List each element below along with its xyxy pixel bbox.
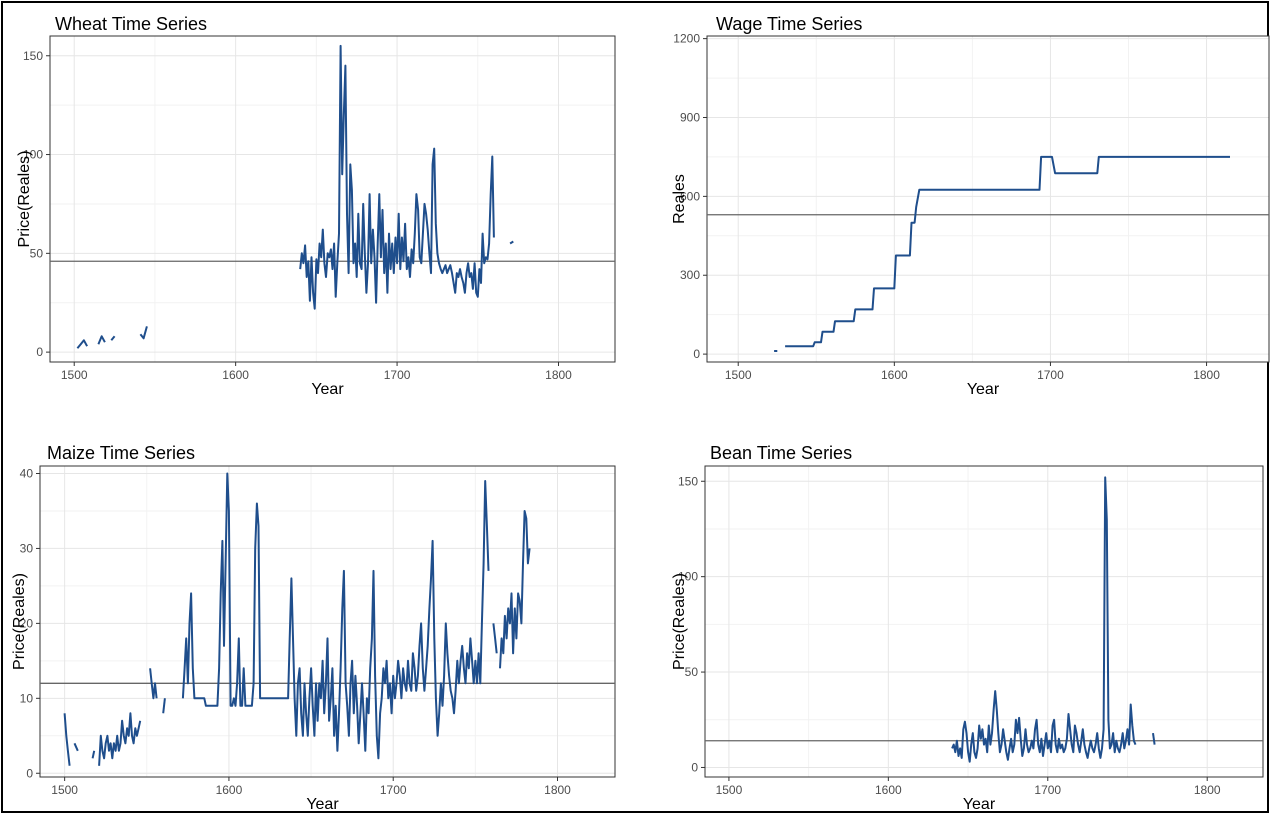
series-line — [509, 240, 514, 245]
y-axis-label: Price(Reales) — [671, 573, 688, 670]
x-tick-label: 1600 — [216, 783, 243, 797]
series-line — [98, 712, 142, 766]
y-tick-label: 10 — [20, 691, 34, 705]
series-line — [1152, 732, 1156, 745]
plot-border — [39, 465, 616, 778]
y-tick-label: 0 — [691, 760, 698, 774]
series-line — [162, 698, 166, 714]
series-line — [110, 335, 116, 341]
series-line — [181, 472, 490, 760]
plot-border — [49, 35, 616, 363]
x-axis-label: Year — [967, 381, 1000, 398]
x-tick-label: 1600 — [875, 783, 902, 797]
plot-background — [40, 466, 615, 777]
series-line — [73, 742, 79, 752]
x-axis-label: Year — [306, 796, 339, 813]
x-tick-label: 1800 — [544, 783, 571, 797]
panel-maize: 1500 1600 1700 1800 0 10 20 30 40 Maize Time Seri… — [11, 443, 616, 813]
series-line — [149, 668, 158, 700]
y-tick-label: 150 — [23, 49, 43, 63]
panel-wheat: 1500 1600 1700 1800 0 50 100 150 Wheat Time Seri… — [16, 14, 616, 398]
y-tick-label: 600 — [680, 189, 700, 203]
x-tick-label: 1600 — [222, 368, 249, 382]
x-axis-label: Year — [963, 796, 996, 813]
chart-title: Wage Time Series — [716, 14, 862, 34]
x-tick-label: 1500 — [716, 783, 743, 797]
x-tick-label: 1800 — [1193, 368, 1220, 382]
plot-background — [50, 36, 615, 362]
y-tick-label: 0 — [26, 766, 33, 780]
x-tick-label: 1800 — [545, 368, 572, 382]
series-line — [139, 326, 148, 340]
series-line — [499, 510, 531, 669]
plot-background — [707, 36, 1269, 362]
series-line — [492, 623, 498, 654]
chart-title: Wheat Time Series — [55, 14, 207, 34]
x-tick-label: 1800 — [1194, 783, 1221, 797]
series-line — [91, 750, 96, 759]
chart-title: Maize Time Series — [47, 443, 195, 463]
chart-title: Bean Time Series — [710, 443, 852, 463]
series-line — [299, 44, 495, 310]
y-axis-label: Price(Reales) — [11, 573, 28, 670]
x-axis-label: Year — [311, 381, 344, 398]
series-line — [76, 339, 88, 349]
x-tick-label: 1500 — [51, 783, 78, 797]
y-tick-label: 100 — [678, 570, 698, 584]
x-tick-label: 1500 — [61, 368, 88, 382]
series-line — [97, 335, 106, 345]
x-tick-label: 1700 — [380, 783, 407, 797]
series-line — [785, 155, 1230, 348]
y-tick-label: 1200 — [673, 32, 700, 46]
series-line — [951, 476, 1137, 763]
y-tick-label: 150 — [678, 474, 698, 488]
y-tick-label: 0 — [36, 345, 43, 359]
y-tick-label: 40 — [20, 466, 34, 480]
y-tick-label: 50 — [30, 246, 44, 260]
y-tick-label: 50 — [685, 665, 699, 679]
y-axis-label: Reales — [671, 174, 688, 224]
panel-bean: 1500 1600 1700 1800 0 50 100 150 Bean Time Serie… — [671, 443, 1264, 813]
panel-wage: 1500 1600 1700 1800 0 300 600 900 1200 Wage Time … — [671, 14, 1270, 398]
plot-border — [706, 35, 1270, 363]
x-tick-label: 1600 — [881, 368, 908, 382]
x-tick-label: 1500 — [725, 368, 752, 382]
y-axis-label: Price(Reales) — [16, 151, 33, 248]
plot-border — [704, 465, 1264, 778]
x-tick-label: 1700 — [1037, 368, 1064, 382]
x-tick-label: 1700 — [1034, 783, 1061, 797]
y-tick-label: 900 — [680, 111, 700, 125]
y-tick-label: 20 — [20, 616, 34, 630]
y-tick-label: 300 — [680, 268, 700, 282]
x-tick-label: 1700 — [384, 368, 411, 382]
y-tick-label: 100 — [23, 148, 43, 162]
y-tick-label: 0 — [693, 347, 700, 361]
plot-background — [705, 466, 1263, 777]
y-tick-label: 30 — [20, 541, 34, 555]
series-line — [63, 713, 71, 766]
